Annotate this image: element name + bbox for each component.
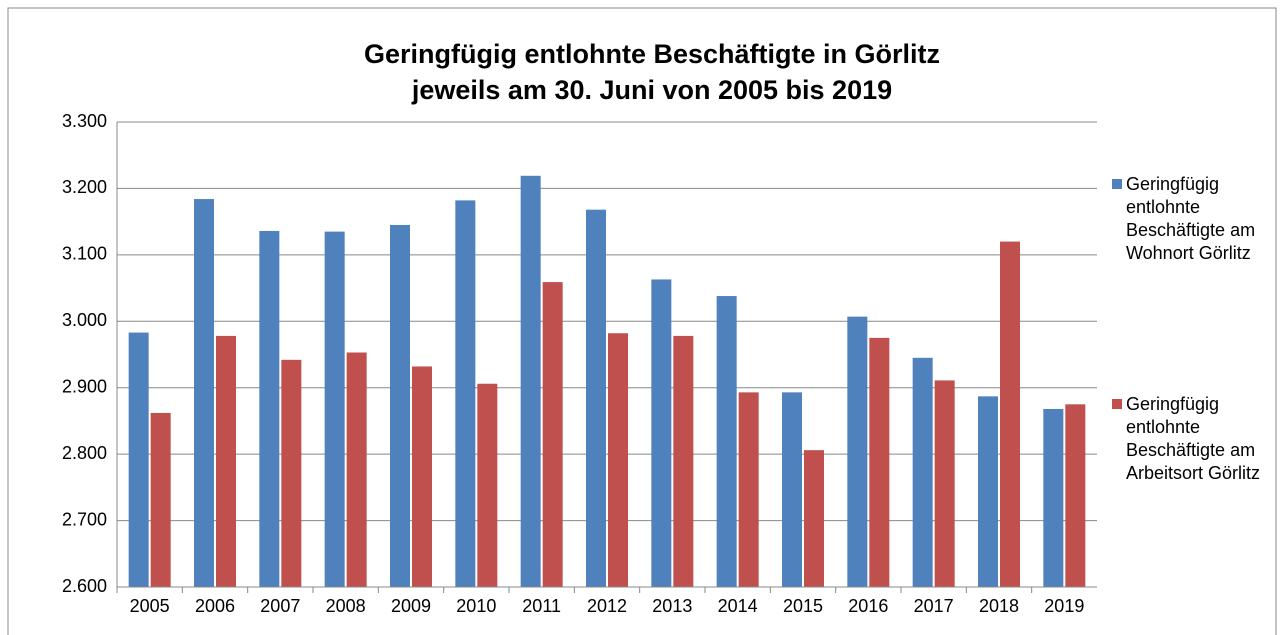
y-tick-label: 3.300 [62,111,107,131]
bar [150,412,171,587]
bar [281,359,302,587]
bar [847,316,868,587]
bar [1000,241,1020,588]
bar [586,209,606,587]
bar [716,296,737,587]
bar [477,383,498,587]
x-tick-label: 2016 [848,596,888,616]
x-tick-label: 2007 [260,596,300,616]
x-tick-label: 2017 [914,596,954,616]
x-tick-label: 2005 [130,596,170,616]
x-tick-label: 2006 [195,596,235,616]
bar [1043,408,1064,587]
x-tick-label: 2014 [718,596,758,616]
x-tick-label: 2013 [652,596,692,616]
bar [324,231,345,587]
legend-swatch [1112,179,1122,189]
bar [608,333,628,587]
legend-swatch [1112,399,1122,409]
bar [455,200,476,587]
bar [912,357,933,587]
legend-label: Geringfügig entlohnte Beschäftigte am Wo… [1126,174,1256,263]
x-tick-label: 2011 [522,596,561,616]
y-tick-label: 3.200 [62,177,107,197]
x-tick-label: 2010 [456,596,496,616]
y-tick-label: 3.000 [62,310,107,330]
bar [782,392,802,587]
bar [194,199,214,588]
y-tick-label: 2.600 [62,576,107,596]
legend-entry: Geringfügig entlohnte Beschäftigte am Wo… [1112,173,1266,265]
y-tick-label: 2.800 [62,443,107,463]
bar [978,396,998,587]
x-tick-label: 2015 [783,596,823,616]
bar [1065,404,1086,587]
bar [412,366,432,587]
legend-label: Geringfügig entlohnte Beschäftigte am Ar… [1126,394,1261,483]
bar [738,392,759,587]
bar [804,450,824,587]
y-tick-label: 3.100 [62,244,107,264]
bar [128,332,149,587]
y-tick-label: 2.700 [62,509,107,529]
bar [390,224,410,587]
bar [216,335,236,587]
chart-title: jeweils am 30. Juni von 2005 bis 2019 [411,75,892,105]
y-tick-label: 2.900 [62,376,107,396]
bar [651,279,672,587]
bar [673,335,694,587]
x-tick-label: 2018 [979,596,1019,616]
bar [259,230,280,587]
legend-entry: Geringfügig entlohnte Beschäftigte am Ar… [1112,393,1266,485]
bar [542,282,563,587]
x-tick-label: 2019 [1044,596,1084,616]
x-tick-label: 2009 [391,596,431,616]
x-tick-label: 2008 [326,596,366,616]
bar [869,337,890,587]
bar [346,352,367,587]
x-tick-label: 2012 [587,596,627,616]
chart-title: Geringfügig entlohnte Beschäftigte in Gö… [364,39,940,69]
bar [934,380,955,587]
chart-border [7,7,1277,635]
bar [520,175,541,588]
